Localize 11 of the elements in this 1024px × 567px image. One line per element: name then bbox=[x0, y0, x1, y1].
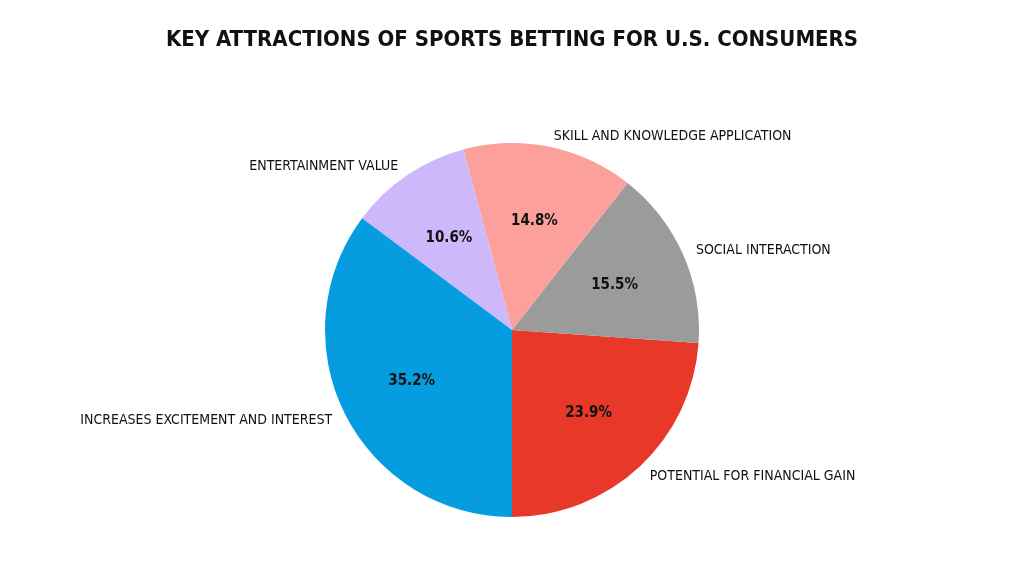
slice-label: ENTERTAINMENT VALUE bbox=[249, 157, 399, 174]
slice-label: INCREASES EXCITEMENT AND INTEREST bbox=[80, 411, 333, 428]
slice-label: SOCIAL INTERACTION bbox=[695, 241, 831, 258]
slice-label: SKILL AND KNOWLEDGE APPLICATION bbox=[553, 127, 792, 144]
data-label: 23.9% bbox=[565, 403, 613, 422]
chart-title: KEY ATTRACTIONS OF SPORTS BETTING FOR U.S. CONSUMERS bbox=[165, 25, 859, 51]
data-label: 35.2% bbox=[388, 371, 436, 390]
slice-label: POTENTIAL FOR FINANCIAL GAIN bbox=[649, 467, 856, 484]
data-label: 14.8% bbox=[510, 211, 559, 230]
data-label: 10.6% bbox=[425, 228, 473, 247]
data-label: 15.5% bbox=[591, 275, 639, 294]
